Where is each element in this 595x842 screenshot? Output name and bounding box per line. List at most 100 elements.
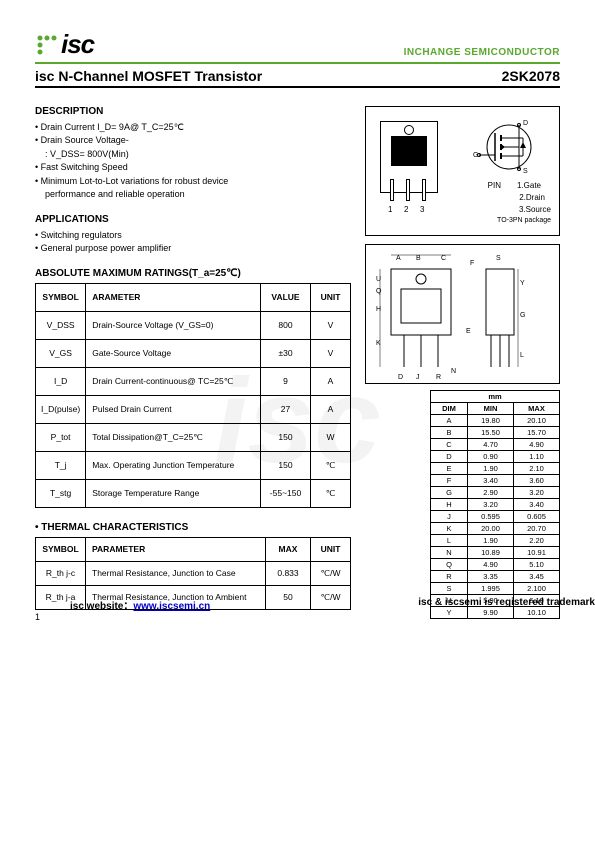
cell: 0.605	[514, 510, 560, 522]
pin-number: 2	[404, 205, 408, 214]
title-row: isc N-Channel MOSFET Transistor 2SK2078	[35, 68, 560, 84]
dimensions-table: mm DIM MIN MAX A19.8020.10 B15.5015.70 C…	[430, 390, 560, 619]
svg-text:B: B	[416, 255, 421, 262]
left-column: DESCRIPTION Drain Current I_D= 9A@ T_C=2…	[35, 106, 351, 619]
cell: S	[431, 582, 468, 594]
cell: 150	[261, 451, 311, 479]
pin-heading: PIN	[488, 181, 501, 190]
main-content: DESCRIPTION Drain Current I_D= 9A@ T_C=2…	[35, 106, 560, 619]
ratings-heading: ABSOLUTE MAXIMUM RATINGS(T_a=25℃)	[35, 268, 351, 279]
svg-text:R: R	[436, 374, 441, 381]
cell: 0.90	[468, 450, 514, 462]
table-header-row: mm	[431, 390, 560, 402]
divider-black	[35, 86, 560, 88]
cell: Gate-Source Voltage	[86, 339, 261, 367]
page-number: 1	[35, 612, 560, 622]
svg-text:S: S	[496, 255, 501, 262]
cell: A	[311, 395, 351, 423]
svg-text:G: G	[473, 152, 478, 159]
cell: E	[431, 462, 468, 474]
cell: Thermal Resistance, Junction to Case	[86, 561, 266, 585]
svg-text:H: H	[376, 306, 381, 313]
cell: 10.89	[468, 546, 514, 558]
cell: I_D	[36, 367, 86, 395]
cell: 27	[261, 395, 311, 423]
cell: K	[431, 522, 468, 534]
list-item: Switching regulators	[35, 229, 351, 243]
cell: 10.91	[514, 546, 560, 558]
mounting-hole-icon	[404, 125, 414, 135]
table-row: T_jMax. Operating Junction Temperature15…	[36, 451, 351, 479]
table-row: D0.901.10	[431, 450, 560, 462]
unit-header: mm	[431, 390, 560, 402]
col-header: SYMBOL	[36, 283, 86, 311]
website-label: isc website：www.iscsemi.cn	[70, 597, 210, 612]
cell: 1.90	[468, 462, 514, 474]
table-row: H3.203.40	[431, 498, 560, 510]
cell: 15.70	[514, 426, 560, 438]
cell: T_stg	[36, 479, 86, 507]
applications-heading: APPLICATIONS	[35, 214, 351, 225]
table-header-row: SYMBOL PARAMETER MAX UNIT	[36, 537, 351, 561]
cell: T_j	[36, 451, 86, 479]
part-number: 2SK2078	[502, 68, 560, 84]
cell: 5.10	[514, 558, 560, 570]
header: isc INCHANGE SEMICONDUCTOR	[35, 30, 560, 58]
table-row: V_DSSDrain-Source Voltage (V_GS=0)800V	[36, 311, 351, 339]
cell: Total Dissipation@T_C=25℃	[86, 423, 261, 451]
cell: ℃	[311, 479, 351, 507]
trademark-notice: isc & iscsemi is registered trademark	[418, 597, 595, 612]
cell: 2.90	[468, 486, 514, 498]
list-item: Drain Source Voltage-	[35, 134, 351, 148]
cell: ℃/W	[311, 561, 351, 585]
cell: 3.40	[514, 498, 560, 510]
col-header: SYMBOL	[36, 537, 86, 561]
table-row: G2.903.20	[431, 486, 560, 498]
cell: ℃	[311, 451, 351, 479]
col-header: VALUE	[261, 283, 311, 311]
list-item: : V_DSS= 800V(Min)	[45, 148, 351, 162]
applications-list: Switching regulators General purpose pow…	[35, 229, 351, 256]
cell: Drain-Source Voltage (V_GS=0)	[86, 311, 261, 339]
cell: V_DSS	[36, 311, 86, 339]
cell: Q	[431, 558, 468, 570]
table-row: R3.353.45	[431, 570, 560, 582]
dimension-drawing-icon: A B C U Q H K D J R N F S Y G L E	[366, 245, 561, 385]
cell: 2.20	[514, 534, 560, 546]
table-row: I_D(pulse)Pulsed Drain Current27A	[36, 395, 351, 423]
cell: 4.70	[468, 438, 514, 450]
table-row: A19.8020.10	[431, 414, 560, 426]
table-row: K20.0020.70	[431, 522, 560, 534]
table-row: B15.5015.70	[431, 426, 560, 438]
col-header: MAX	[266, 537, 311, 561]
cell: H	[431, 498, 468, 510]
cell: V	[311, 339, 351, 367]
page-title: isc N-Channel MOSFET Transistor	[35, 68, 262, 84]
table-row: P_totTotal Dissipation@T_C=25℃150W	[36, 423, 351, 451]
dimension-diagram: A B C U Q H K D J R N F S Y G L E	[365, 244, 560, 384]
cell: Storage Temperature Range	[86, 479, 261, 507]
cell: 2.100	[514, 582, 560, 594]
cell: 4.90	[514, 438, 560, 450]
website-link[interactable]: www.iscsemi.cn	[133, 601, 210, 612]
col-header: ARAMETER	[86, 283, 261, 311]
mosfet-symbol-icon: G D S	[469, 117, 549, 177]
cell: 800	[261, 311, 311, 339]
col-header: MAX	[514, 402, 560, 414]
list-item: Minimum Lot-to-Lot variations for robust…	[35, 175, 351, 189]
table-header-row: SYMBOL ARAMETER VALUE UNIT	[36, 283, 351, 311]
package-type: TO-3PN package	[497, 217, 551, 224]
cell: 1.995	[468, 582, 514, 594]
col-header: PARAMETER	[86, 537, 266, 561]
cell: A	[311, 367, 351, 395]
package-diagram: 1 2 3 G	[365, 106, 560, 236]
cell: 2.10	[514, 462, 560, 474]
pin-desc: 1.Gate	[517, 181, 541, 190]
cell: 150	[261, 423, 311, 451]
cell: 0.595	[468, 510, 514, 522]
svg-text:C: C	[441, 255, 446, 262]
list-item: General purpose power amplifier	[35, 242, 351, 256]
cell: C	[431, 438, 468, 450]
cell: 15.50	[468, 426, 514, 438]
table-row: E1.902.10	[431, 462, 560, 474]
